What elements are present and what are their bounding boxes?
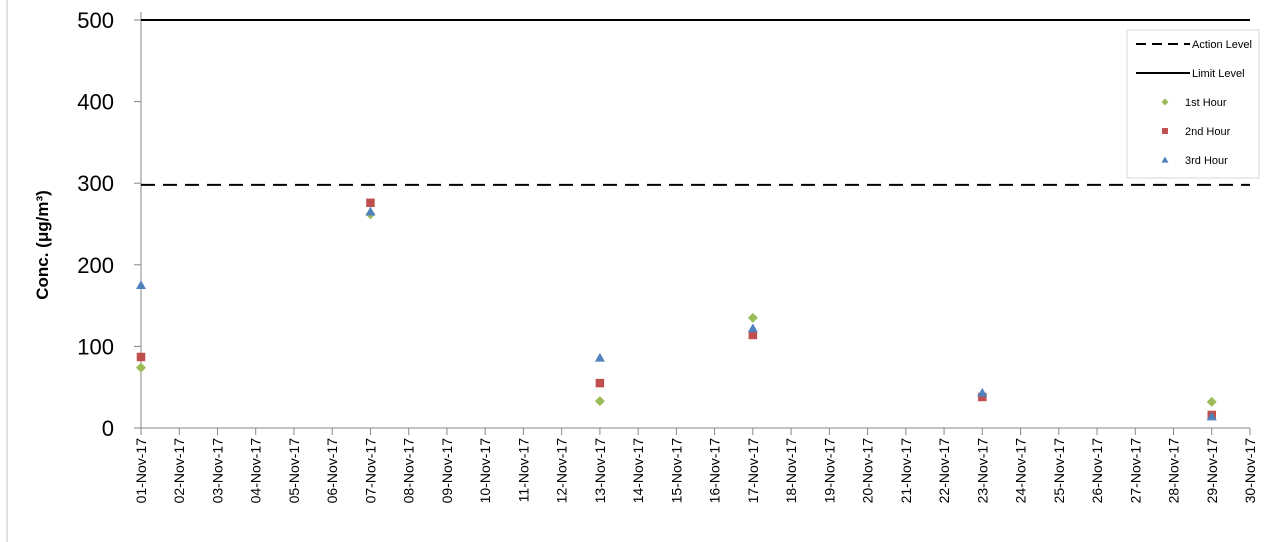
x-tick-label: 16-Nov-17 — [707, 438, 723, 504]
x-tick-label: 02-Nov-17 — [171, 438, 187, 504]
x-tick-label: 26-Nov-17 — [1089, 438, 1105, 504]
data-point-3rd-hour — [365, 206, 376, 216]
x-tick-label: 01-Nov-17 — [133, 438, 149, 504]
legend: Action Level Limit Level 1st Hour 2nd Hour 3… — [1126, 29, 1260, 179]
plot-area — [136, 12, 1250, 429]
x-tick-label: 24-Nov-17 — [1013, 438, 1029, 504]
data-point-2nd-hour — [366, 198, 375, 208]
data-point-2nd-hour — [978, 392, 987, 402]
x-tick-label: 09-Nov-17 — [439, 438, 455, 504]
y-tick-label: 500 — [77, 8, 114, 33]
x-tick-label: 03-Nov-17 — [209, 438, 225, 504]
x-tick-label: 14-Nov-17 — [630, 438, 646, 504]
y-tick-label: 300 — [77, 171, 114, 196]
legend-label-2nd-hour: 2nd Hour — [1185, 126, 1231, 138]
y-axis-ticks: 0 100 200 300 400 500 — [77, 8, 141, 441]
x-tick-label: 28-Nov-17 — [1166, 438, 1182, 504]
x-tick-label: 29-Nov-17 — [1204, 438, 1220, 504]
data-point-2nd-hour — [136, 352, 146, 362]
data-point-1st-hour — [1206, 396, 1217, 407]
data-point-1st-hour — [136, 362, 146, 373]
x-tick-label: 13-Nov-17 — [592, 438, 608, 504]
y-tick-label: 0 — [102, 416, 114, 441]
x-tick-label: 04-Nov-17 — [248, 438, 264, 504]
data-point-3rd-hour — [594, 352, 605, 362]
x-tick-label: 18-Nov-17 — [783, 438, 799, 504]
x-tick-label: 17-Nov-17 — [745, 438, 761, 504]
legend-swatch-3rd-hour — [1161, 156, 1169, 163]
x-tick-label: 20-Nov-17 — [860, 438, 876, 504]
y-tick-label: 400 — [77, 90, 114, 115]
x-tick-label: 21-Nov-17 — [898, 438, 914, 504]
legend-swatch-1st-hour — [1161, 98, 1169, 106]
legend-label-3rd-hour: 3rd Hour — [1185, 155, 1228, 167]
data-point-1st-hour — [594, 396, 605, 407]
x-tick-label: 15-Nov-17 — [668, 438, 684, 504]
y-tick-label: 200 — [77, 253, 114, 278]
data-point-2nd-hour — [748, 330, 758, 340]
x-tick-label: 27-Nov-17 — [1127, 438, 1143, 504]
data-point-3rd-hour — [977, 387, 988, 397]
x-tick-label: 23-Nov-17 — [974, 438, 990, 504]
x-tick-label: 22-Nov-17 — [936, 438, 952, 504]
x-tick-label: 05-Nov-17 — [286, 438, 302, 504]
legend-label-limit-level: Limit Level — [1192, 68, 1245, 80]
x-tick-label: 06-Nov-17 — [324, 438, 340, 504]
x-tick-label: 11-Nov-17 — [515, 438, 531, 503]
x-tick-label: 25-Nov-17 — [1051, 438, 1067, 504]
legend-swatch-2nd-hour — [1162, 128, 1168, 134]
data-point-1st-hour — [747, 312, 758, 323]
x-tick-label: 10-Nov-17 — [477, 438, 493, 504]
y-axis-label: Conc. (μg/m³) — [33, 190, 52, 300]
x-axis-ticks: 01-Nov-17 02-Nov-17 03-Nov-17 04-Nov-17 05-N… — [133, 428, 1258, 503]
data-point-3rd-hour — [747, 323, 758, 333]
legend-label-1st-hour: 1st Hour — [1185, 97, 1227, 109]
data-point-2nd-hour — [595, 378, 605, 388]
x-tick-label: 12-Nov-17 — [554, 438, 570, 504]
data-point-3rd-hour — [136, 280, 146, 289]
y-tick-label: 100 — [77, 334, 114, 359]
data-point-3rd-hour — [1206, 411, 1217, 421]
legend-box — [1126, 29, 1260, 179]
legend-label-action-level: Action Level — [1192, 39, 1252, 51]
x-tick-label: 08-Nov-17 — [401, 438, 417, 504]
x-tick-label: 07-Nov-17 — [362, 438, 378, 504]
x-tick-label: 30-Nov-17 — [1242, 438, 1258, 504]
x-tick-label: 19-Nov-17 — [821, 438, 837, 504]
